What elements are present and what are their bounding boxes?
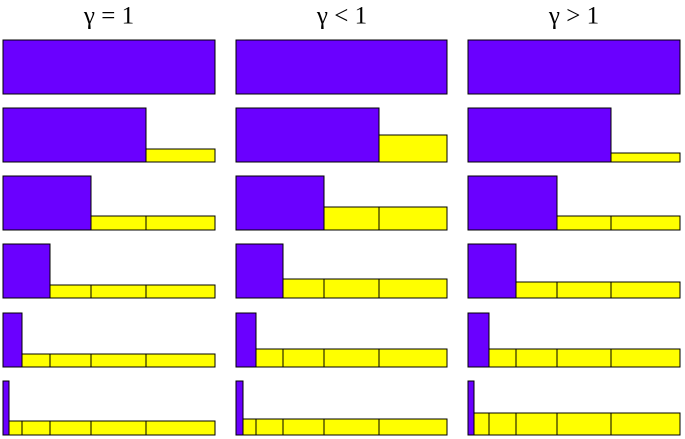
purple-block: [2, 39, 216, 95]
yellow-block: [242, 418, 257, 436]
yellow-block: [90, 215, 147, 231]
yellow-block: [378, 278, 448, 299]
yellow-block: [610, 281, 681, 299]
purple-block: [467, 107, 612, 163]
yellow-block: [145, 148, 216, 163]
yellow-block: [556, 348, 612, 368]
yellow-block: [145, 215, 216, 231]
purple-block: [235, 380, 244, 436]
column-title: γ > 1: [548, 3, 599, 30]
yellow-block: [488, 412, 517, 436]
yellow-block: [515, 281, 558, 299]
purple-block: [235, 175, 325, 231]
yellow-block: [90, 353, 147, 368]
purple-block: [467, 380, 475, 436]
yellow-block: [49, 353, 92, 368]
purple-block: [467, 175, 558, 231]
yellow-block: [378, 134, 448, 163]
purple-block: [2, 243, 51, 299]
column-title: γ < 1: [316, 3, 367, 30]
yellow-block: [323, 206, 380, 231]
yellow-block: [8, 420, 23, 436]
yellow-block: [378, 418, 448, 436]
purple-block: [2, 175, 92, 231]
yellow-block: [610, 152, 681, 163]
yellow-block: [378, 348, 448, 368]
yellow-block: [323, 348, 380, 368]
purple-block: [235, 243, 284, 299]
yellow-block: [378, 206, 448, 231]
yellow-block: [145, 353, 216, 368]
purple-block: [235, 107, 380, 163]
yellow-block: [610, 412, 681, 436]
purple-block: [467, 243, 517, 299]
purple-block: [2, 380, 10, 436]
yellow-block: [145, 420, 216, 436]
yellow-block: [610, 348, 681, 368]
purple-block: [467, 39, 681, 95]
yellow-block: [282, 278, 325, 299]
yellow-block: [323, 418, 380, 436]
yellow-block: [556, 281, 612, 299]
column-title: γ = 1: [83, 3, 134, 30]
purple-block: [235, 312, 257, 368]
yellow-block: [49, 284, 92, 299]
yellow-block: [255, 348, 284, 368]
yellow-block: [90, 284, 147, 299]
yellow-block: [282, 418, 325, 436]
yellow-block: [323, 278, 380, 299]
yellow-block: [488, 348, 517, 368]
yellow-block: [473, 412, 490, 436]
yellow-block: [255, 418, 284, 436]
yellow-block: [21, 420, 51, 436]
yellow-block: [21, 353, 51, 368]
yellow-block: [90, 420, 147, 436]
yellow-block: [515, 348, 558, 368]
purple-block: [2, 312, 23, 368]
yellow-block: [515, 412, 558, 436]
yellow-block: [556, 412, 612, 436]
purple-block: [467, 312, 490, 368]
purple-block: [235, 39, 448, 95]
yellow-block: [145, 284, 216, 299]
purple-block: [2, 107, 147, 163]
yellow-block: [282, 348, 325, 368]
yellow-block: [556, 215, 612, 231]
yellow-block: [49, 420, 92, 436]
yellow-block: [610, 215, 681, 231]
